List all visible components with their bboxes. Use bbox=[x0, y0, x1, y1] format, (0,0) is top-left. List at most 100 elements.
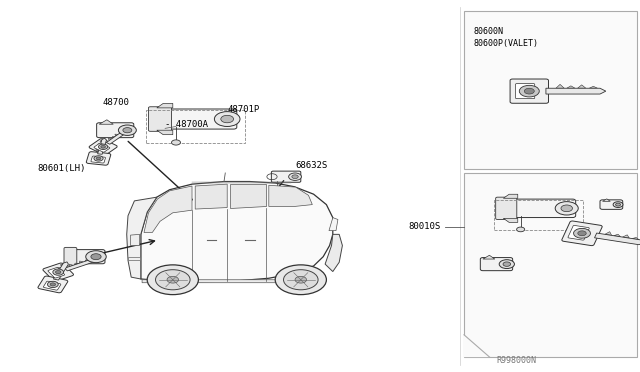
Polygon shape bbox=[112, 137, 115, 138]
FancyBboxPatch shape bbox=[160, 109, 237, 129]
Polygon shape bbox=[56, 270, 59, 273]
FancyBboxPatch shape bbox=[562, 221, 602, 246]
Polygon shape bbox=[142, 280, 321, 283]
Circle shape bbox=[147, 265, 198, 295]
Circle shape bbox=[573, 228, 591, 238]
Circle shape bbox=[118, 125, 136, 135]
Polygon shape bbox=[623, 235, 629, 238]
Circle shape bbox=[284, 270, 318, 290]
FancyBboxPatch shape bbox=[68, 250, 105, 264]
Polygon shape bbox=[329, 218, 338, 231]
Circle shape bbox=[561, 205, 573, 212]
Circle shape bbox=[172, 140, 180, 145]
Circle shape bbox=[295, 276, 307, 283]
Circle shape bbox=[616, 203, 621, 206]
Polygon shape bbox=[98, 146, 100, 148]
FancyBboxPatch shape bbox=[495, 197, 517, 219]
Circle shape bbox=[50, 283, 56, 286]
FancyBboxPatch shape bbox=[97, 123, 134, 138]
Polygon shape bbox=[605, 232, 612, 235]
Text: 48701P: 48701P bbox=[227, 105, 259, 113]
Circle shape bbox=[524, 88, 534, 94]
Text: 80010S: 80010S bbox=[408, 222, 440, 231]
Polygon shape bbox=[546, 88, 606, 94]
Polygon shape bbox=[69, 264, 73, 267]
Polygon shape bbox=[79, 261, 83, 263]
FancyBboxPatch shape bbox=[44, 281, 61, 290]
Circle shape bbox=[156, 270, 190, 290]
FancyBboxPatch shape bbox=[464, 11, 637, 169]
Polygon shape bbox=[504, 194, 518, 198]
Text: R998000N: R998000N bbox=[496, 356, 536, 365]
Polygon shape bbox=[273, 185, 282, 187]
Polygon shape bbox=[84, 260, 89, 262]
Polygon shape bbox=[603, 199, 611, 201]
Polygon shape bbox=[57, 267, 61, 270]
Text: 80601(LH): 80601(LH) bbox=[37, 164, 86, 173]
Circle shape bbox=[123, 128, 132, 133]
Polygon shape bbox=[65, 260, 94, 271]
Polygon shape bbox=[567, 86, 575, 88]
Circle shape bbox=[578, 231, 586, 236]
Polygon shape bbox=[96, 149, 99, 151]
Circle shape bbox=[96, 157, 101, 160]
Polygon shape bbox=[141, 182, 333, 282]
Circle shape bbox=[101, 145, 106, 148]
Circle shape bbox=[503, 262, 511, 266]
Circle shape bbox=[499, 260, 515, 269]
FancyBboxPatch shape bbox=[86, 152, 111, 165]
Polygon shape bbox=[108, 138, 112, 141]
Circle shape bbox=[221, 115, 234, 123]
FancyBboxPatch shape bbox=[506, 199, 576, 218]
Polygon shape bbox=[131, 234, 140, 246]
FancyBboxPatch shape bbox=[600, 200, 623, 209]
Polygon shape bbox=[100, 140, 102, 142]
Polygon shape bbox=[127, 197, 157, 279]
FancyBboxPatch shape bbox=[481, 257, 513, 271]
Polygon shape bbox=[99, 120, 113, 124]
Circle shape bbox=[53, 269, 63, 275]
Text: - 48700A: - 48700A bbox=[165, 120, 208, 129]
FancyBboxPatch shape bbox=[94, 143, 110, 152]
Polygon shape bbox=[74, 263, 78, 265]
Polygon shape bbox=[556, 84, 564, 88]
Circle shape bbox=[56, 270, 61, 274]
Polygon shape bbox=[504, 218, 518, 222]
Circle shape bbox=[275, 265, 326, 295]
Polygon shape bbox=[98, 143, 100, 145]
Polygon shape bbox=[464, 335, 490, 357]
Polygon shape bbox=[269, 185, 312, 206]
FancyBboxPatch shape bbox=[89, 139, 117, 155]
FancyBboxPatch shape bbox=[510, 79, 548, 103]
Circle shape bbox=[519, 85, 540, 97]
Polygon shape bbox=[589, 86, 598, 88]
Text: 48700: 48700 bbox=[102, 98, 129, 107]
Circle shape bbox=[289, 173, 301, 180]
Text: 80600P(VALET): 80600P(VALET) bbox=[474, 39, 539, 48]
FancyBboxPatch shape bbox=[271, 171, 301, 182]
Circle shape bbox=[47, 281, 58, 288]
Polygon shape bbox=[157, 103, 173, 108]
FancyBboxPatch shape bbox=[128, 257, 140, 260]
FancyBboxPatch shape bbox=[48, 267, 65, 278]
Polygon shape bbox=[52, 274, 57, 276]
FancyBboxPatch shape bbox=[64, 247, 77, 266]
Polygon shape bbox=[325, 234, 342, 272]
Polygon shape bbox=[595, 233, 640, 245]
Polygon shape bbox=[195, 184, 227, 209]
Polygon shape bbox=[614, 234, 621, 237]
Text: 80600N: 80600N bbox=[474, 27, 504, 36]
Polygon shape bbox=[119, 132, 122, 134]
Circle shape bbox=[556, 202, 579, 215]
Circle shape bbox=[214, 112, 240, 126]
Circle shape bbox=[516, 227, 525, 232]
Polygon shape bbox=[230, 184, 266, 208]
Polygon shape bbox=[97, 138, 106, 154]
Circle shape bbox=[99, 144, 108, 150]
Circle shape bbox=[613, 202, 623, 208]
Circle shape bbox=[86, 251, 106, 263]
Polygon shape bbox=[144, 186, 192, 232]
Circle shape bbox=[167, 276, 179, 283]
Circle shape bbox=[292, 175, 298, 179]
Polygon shape bbox=[632, 237, 639, 240]
